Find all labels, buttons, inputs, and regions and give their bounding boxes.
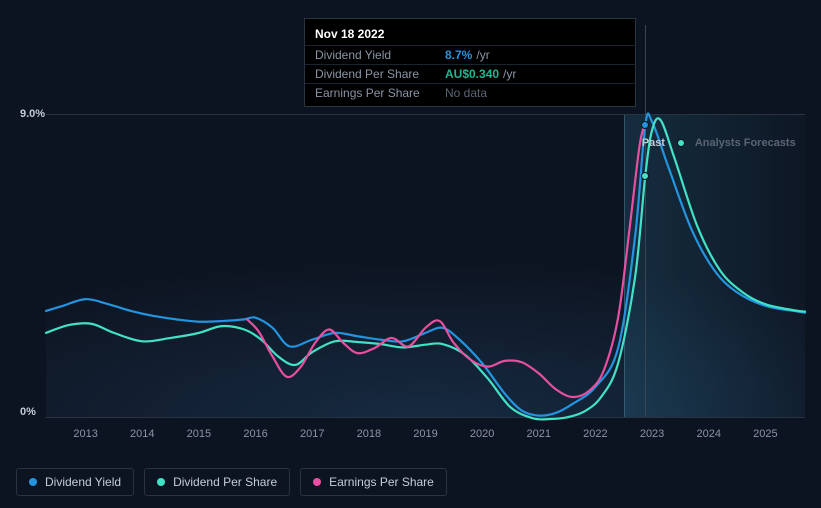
dividend-chart[interactable]: 9.0% 0% Past Analysts Forecasts 2013 2014… bbox=[16, 108, 805, 448]
tooltip-row: Dividend Per ShareAU$0.340/yr bbox=[305, 64, 635, 83]
tooltip-metric-label: Earnings Per Share bbox=[315, 86, 445, 100]
tooltip-value: 8.7% bbox=[445, 48, 472, 62]
legend-dot-icon bbox=[29, 478, 37, 486]
x-tick: 2024 bbox=[696, 428, 720, 440]
x-tick: 2023 bbox=[640, 428, 664, 440]
tooltip-unit: /yr bbox=[503, 67, 516, 81]
x-tick: 2018 bbox=[357, 428, 381, 440]
x-tick: 2022 bbox=[583, 428, 607, 440]
x-tick: 2017 bbox=[300, 428, 324, 440]
hover-marker bbox=[641, 172, 649, 180]
past-label: Past bbox=[642, 137, 665, 149]
x-tick: 2013 bbox=[73, 428, 97, 440]
tooltip-metric-label: Dividend Per Share bbox=[315, 67, 445, 81]
divider-marker-icon bbox=[677, 139, 685, 147]
x-tick: 2015 bbox=[187, 428, 211, 440]
hover-tooltip: Nov 18 2022 Dividend Yield8.7%/yrDividen… bbox=[304, 18, 636, 107]
plot-area[interactable]: Past Analysts Forecasts bbox=[46, 114, 805, 418]
y-axis-min: 0% bbox=[20, 406, 36, 418]
x-tick: 2014 bbox=[130, 428, 154, 440]
x-tick: 2016 bbox=[243, 428, 267, 440]
legend-item[interactable]: Earnings Per Share bbox=[300, 468, 447, 496]
hover-marker bbox=[641, 121, 649, 129]
legend-item[interactable]: Dividend Yield bbox=[16, 468, 134, 496]
legend-label: Dividend Per Share bbox=[173, 475, 277, 489]
legend-dot-icon bbox=[157, 478, 165, 486]
x-tick: 2019 bbox=[413, 428, 437, 440]
legend: Dividend Yield Dividend Per Share Earnings… bbox=[16, 468, 447, 496]
series-line bbox=[46, 113, 805, 415]
tooltip-nodata: No data bbox=[445, 86, 487, 100]
y-axis-max: 9.0% bbox=[20, 108, 45, 120]
legend-label: Earnings Per Share bbox=[329, 475, 434, 489]
x-tick: 2021 bbox=[527, 428, 551, 440]
tooltip-row: Dividend Yield8.7% /yr bbox=[305, 45, 635, 64]
tooltip-unit: /yr bbox=[476, 48, 489, 62]
tooltip-date: Nov 18 2022 bbox=[305, 23, 635, 45]
x-tick: 2025 bbox=[753, 428, 777, 440]
chart-lines bbox=[46, 115, 805, 419]
x-axis: 2013 2014 2015 2016 2017 2018 2019 2020 2021 2022… bbox=[46, 428, 805, 446]
legend-dot-icon bbox=[313, 478, 321, 486]
past-forecast-divider-label: Past Analysts Forecasts bbox=[642, 137, 796, 149]
tooltip-metric-label: Dividend Yield bbox=[315, 48, 445, 62]
legend-label: Dividend Yield bbox=[45, 475, 121, 489]
tooltip-row: Earnings Per ShareNo data bbox=[305, 83, 635, 102]
series-line bbox=[46, 118, 805, 419]
series-line bbox=[247, 123, 645, 397]
tooltip-value: AU$0.340 bbox=[445, 67, 499, 81]
forecast-label: Analysts Forecasts bbox=[695, 137, 796, 149]
legend-item[interactable]: Dividend Per Share bbox=[144, 468, 290, 496]
x-tick: 2020 bbox=[470, 428, 494, 440]
